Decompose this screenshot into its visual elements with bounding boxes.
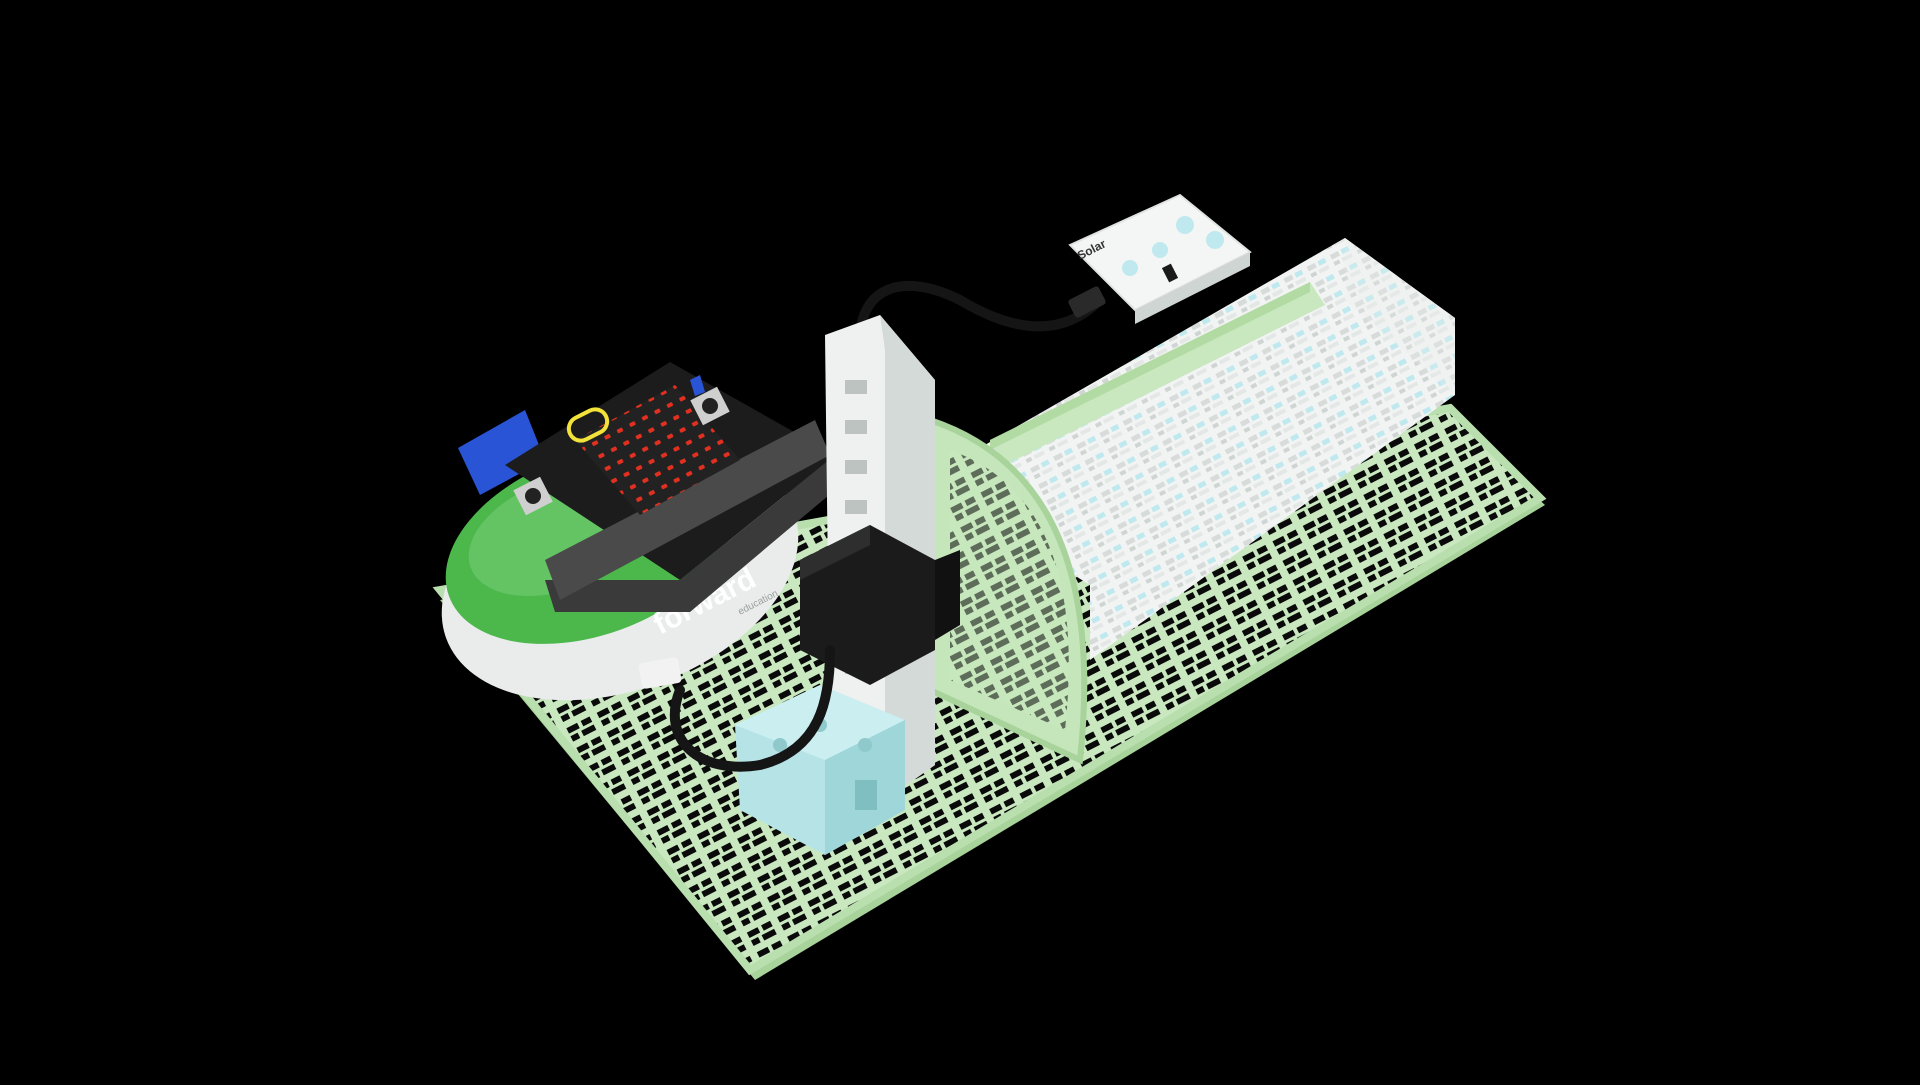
solar-tower xyxy=(985,238,1455,660)
microbit-board xyxy=(505,362,835,612)
servo-motor xyxy=(800,525,960,685)
button-b-icon xyxy=(690,386,730,426)
front-cable xyxy=(669,645,835,772)
microbit-logo xyxy=(566,407,610,443)
green-arc-mount xyxy=(927,415,1088,765)
front-cable-connector xyxy=(638,657,682,689)
solar-module-board: Solar xyxy=(1068,193,1252,324)
rear-cable xyxy=(855,280,1105,345)
button-a-icon xyxy=(513,476,553,516)
rear-cable-connector xyxy=(1068,286,1106,318)
